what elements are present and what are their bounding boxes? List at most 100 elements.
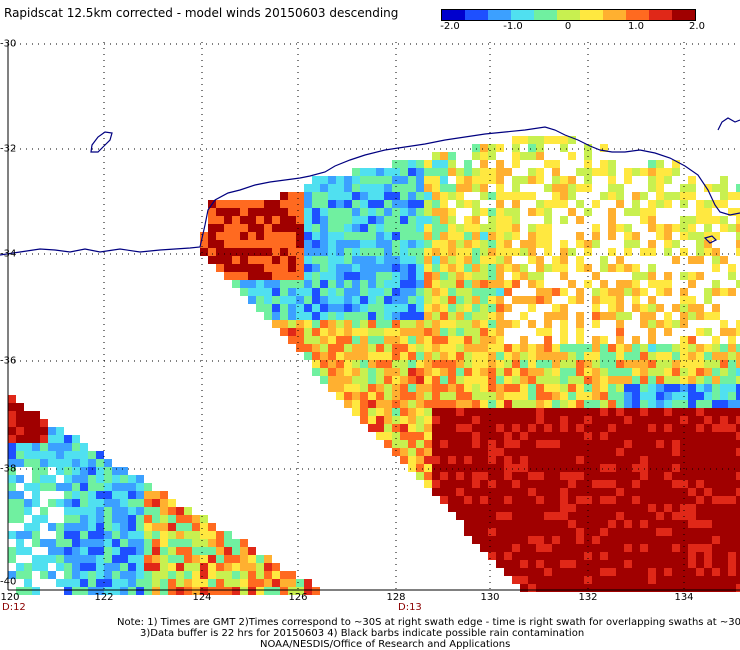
swath-cell	[704, 288, 712, 296]
swath-cell	[664, 288, 672, 296]
swath-cell	[656, 184, 664, 192]
swath-cell	[568, 296, 576, 304]
lon-label: 134	[674, 592, 694, 603]
swath-cell	[456, 320, 464, 328]
swath-cell	[272, 563, 280, 571]
swath-cell	[720, 384, 728, 392]
swath-cell	[344, 248, 352, 256]
swath-cell	[672, 512, 680, 520]
swath-cell	[248, 200, 256, 208]
swath-cell	[488, 408, 496, 416]
swath-cell	[304, 240, 312, 248]
swath-cell	[440, 472, 448, 480]
swath-cell	[48, 483, 56, 491]
swath-cell	[632, 504, 640, 512]
swath-cell	[416, 176, 424, 184]
swath-cell	[296, 320, 304, 328]
swath-cell	[720, 488, 728, 496]
swath-cell	[344, 216, 352, 224]
swath-cell	[536, 256, 544, 264]
coastline-south	[0, 126, 740, 256]
swath-cell	[352, 224, 360, 232]
swath-cell	[416, 368, 424, 376]
swath-cell	[336, 320, 344, 328]
swath-cell	[480, 176, 488, 184]
swath-cell	[544, 288, 552, 296]
swath-cell	[688, 464, 696, 472]
swath-cell	[440, 208, 448, 216]
swath-cell	[104, 483, 112, 491]
swath-cell	[424, 328, 432, 336]
swath-cell	[184, 523, 192, 531]
swath-cell	[96, 523, 104, 531]
swath-cell	[672, 584, 680, 592]
swath-cell	[608, 232, 616, 240]
swath-cell	[544, 400, 552, 408]
swath-cell	[168, 587, 176, 595]
swath-cell	[344, 192, 352, 200]
swath-cell	[328, 336, 336, 344]
swath-cell	[64, 587, 72, 595]
swath-cell	[728, 376, 736, 384]
swath-cell	[56, 459, 64, 467]
swath-cell	[688, 560, 696, 568]
swath-cell	[536, 208, 544, 216]
swath-cell	[616, 576, 624, 584]
swath-cell	[168, 507, 176, 515]
swath-cell	[104, 563, 112, 571]
swath-cell	[416, 304, 424, 312]
swath-cell	[592, 232, 600, 240]
swath-cell	[576, 384, 584, 392]
swath-cell	[208, 579, 216, 587]
swath-cell	[520, 432, 528, 440]
swath-cell	[256, 256, 264, 264]
swath-cell	[328, 192, 336, 200]
swath-cell	[568, 208, 576, 216]
swath-cell	[712, 344, 720, 352]
swath-cell	[160, 587, 168, 595]
swath-cell	[664, 480, 672, 488]
swath-cell	[416, 416, 424, 424]
swath-cell	[688, 520, 696, 528]
swath-cell	[88, 523, 96, 531]
swath-cell	[528, 512, 536, 520]
swath-cell	[104, 467, 112, 475]
swath-cell	[696, 520, 704, 528]
swath-cell	[392, 448, 400, 456]
swath-cell	[520, 408, 528, 416]
swath-cell	[448, 336, 456, 344]
swath-cell	[680, 312, 688, 320]
swath-cell	[360, 224, 368, 232]
swath-cell	[16, 459, 24, 467]
swath-cell	[40, 539, 48, 547]
swath-cell	[320, 360, 328, 368]
swath-cell	[376, 304, 384, 312]
swath-cell	[592, 360, 600, 368]
swath-cell	[720, 536, 728, 544]
swath-cell	[216, 563, 224, 571]
swath-cell	[552, 552, 560, 560]
swath-cell	[592, 472, 600, 480]
swath-cell	[592, 568, 600, 576]
swath-cell	[656, 360, 664, 368]
swath-cell	[456, 368, 464, 376]
swath-cell	[504, 560, 512, 568]
swath-cell	[96, 531, 104, 539]
swath-cell	[488, 304, 496, 312]
swath-cell	[464, 384, 472, 392]
swath-cell	[600, 512, 608, 520]
swath-cell	[384, 432, 392, 440]
swath-cell	[696, 544, 704, 552]
swath-cell	[464, 432, 472, 440]
colorbar-swatch	[511, 10, 534, 20]
swath-cell	[416, 288, 424, 296]
swath-cell	[360, 176, 368, 184]
swath-cell	[600, 384, 608, 392]
swath-cell	[320, 376, 328, 384]
swath-cell	[472, 256, 480, 264]
swath-cell	[360, 232, 368, 240]
swath-cell	[440, 488, 448, 496]
swath-cell	[672, 456, 680, 464]
swath-cell	[376, 384, 384, 392]
swath-cell	[464, 472, 472, 480]
